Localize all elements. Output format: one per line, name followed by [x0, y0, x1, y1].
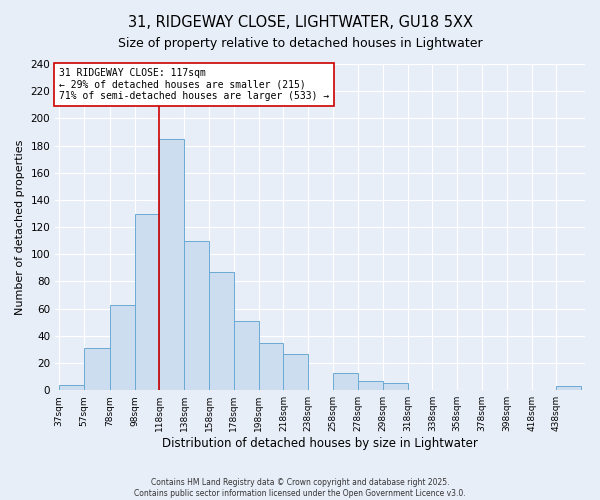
Text: Contains HM Land Registry data © Crown copyright and database right 2025.
Contai: Contains HM Land Registry data © Crown c… [134, 478, 466, 498]
Bar [134, 214, 160, 390]
X-axis label: Distribution of detached houses by size in Lightwater: Distribution of detached houses by size … [162, 437, 478, 450]
Bar [358, 380, 383, 390]
Bar [184, 240, 209, 390]
Bar [383, 384, 407, 390]
Bar [110, 304, 134, 390]
Bar [259, 342, 283, 390]
Bar [234, 321, 259, 390]
Bar [556, 386, 581, 390]
Bar [84, 348, 110, 390]
Bar [160, 139, 184, 390]
Text: Size of property relative to detached houses in Lightwater: Size of property relative to detached ho… [118, 38, 482, 51]
Text: 31 RIDGEWAY CLOSE: 117sqm
← 29% of detached houses are smaller (215)
71% of semi: 31 RIDGEWAY CLOSE: 117sqm ← 29% of detac… [59, 68, 329, 102]
Bar [333, 372, 358, 390]
Bar [209, 272, 234, 390]
Bar [59, 385, 84, 390]
Y-axis label: Number of detached properties: Number of detached properties [15, 140, 25, 315]
Bar [283, 354, 308, 390]
Text: 31, RIDGEWAY CLOSE, LIGHTWATER, GU18 5XX: 31, RIDGEWAY CLOSE, LIGHTWATER, GU18 5XX [128, 15, 473, 30]
